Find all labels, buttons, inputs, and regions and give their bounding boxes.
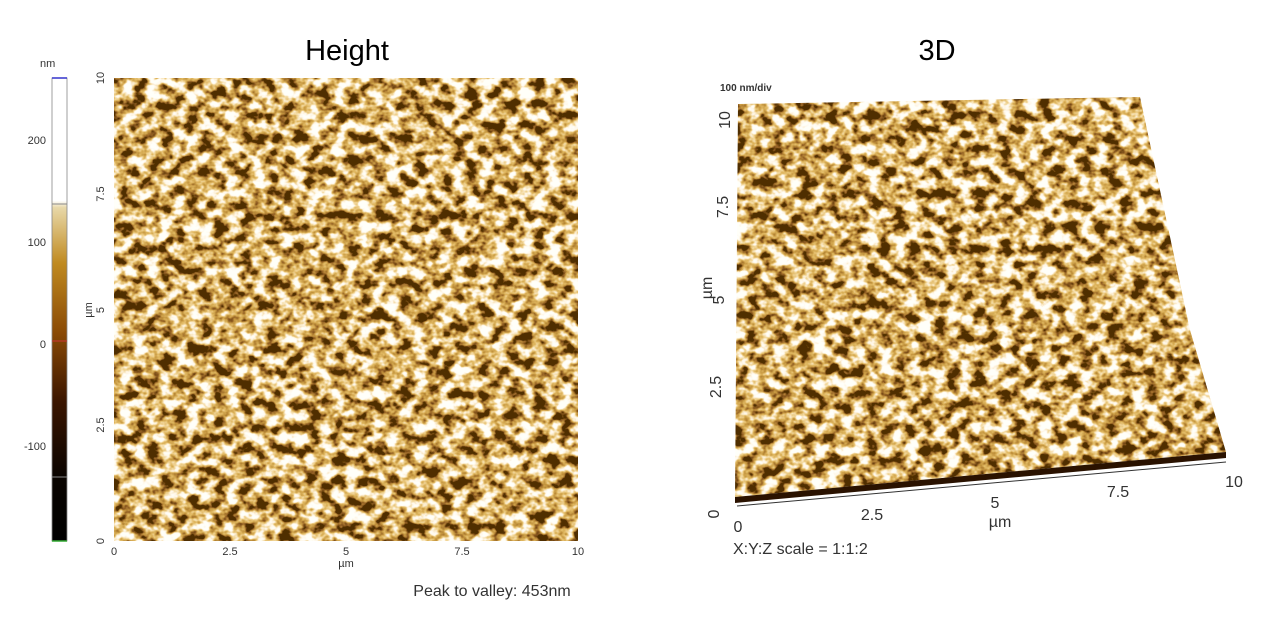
- y-axis: 0 2.5 5 7.5 10 µm: [83, 72, 107, 544]
- colorbar-tick: -100: [24, 441, 46, 453]
- panel-title: Height: [305, 35, 389, 67]
- y-axis-label: µm: [699, 277, 716, 300]
- x-tick-label: 0: [734, 519, 743, 536]
- panel-title: 3D: [918, 35, 955, 67]
- y-tick-label: 5: [711, 295, 728, 304]
- y-axis-label: µm: [83, 302, 95, 318]
- y-tick-label: 10: [95, 72, 107, 84]
- x-tick-label: 5: [343, 546, 349, 558]
- x-axis-label: µm: [989, 514, 1012, 531]
- x-tick-label: 7.5: [454, 546, 469, 558]
- x-tick-label: 2.5: [861, 507, 883, 524]
- x-axis-line: [736, 461, 1227, 507]
- x-tick-label: 2.5: [222, 546, 237, 558]
- note: Peak to valley: 453nm: [413, 583, 570, 600]
- y-tick-label: 2.5: [708, 376, 725, 398]
- colorbar: [51, 77, 68, 542]
- x-tick-label: 10: [1225, 474, 1243, 491]
- colorbar-tick: 100: [28, 237, 46, 249]
- surface-3d: [735, 97, 1226, 497]
- y-tick-label: 0: [95, 538, 107, 544]
- x-tick-label: 0: [111, 546, 117, 558]
- scale-note: X:Y:Z scale = 1:1:2: [733, 541, 868, 558]
- colorbar-unit: nm: [40, 58, 55, 70]
- height-image: [114, 78, 578, 541]
- surface-edge: [735, 452, 1226, 503]
- y-tick-label: 10: [717, 111, 734, 129]
- x-tick-label: 10: [572, 546, 584, 558]
- colorbar-tick: 0: [40, 339, 46, 351]
- y-tick-label: 7.5: [715, 196, 732, 218]
- z-scale-label: 100 nm/div: [720, 83, 772, 94]
- y-tick-label: 2.5: [95, 417, 107, 432]
- x-tick-label: 7.5: [1107, 484, 1129, 501]
- x-tick-label: 5: [991, 495, 1000, 512]
- x-axis-label: µm: [338, 558, 354, 570]
- y-tick-label: 0: [706, 509, 723, 518]
- colorbar-tick: 200: [28, 135, 46, 147]
- y-tick-label: 5: [95, 307, 107, 313]
- y-tick-label: 7.5: [95, 186, 107, 201]
